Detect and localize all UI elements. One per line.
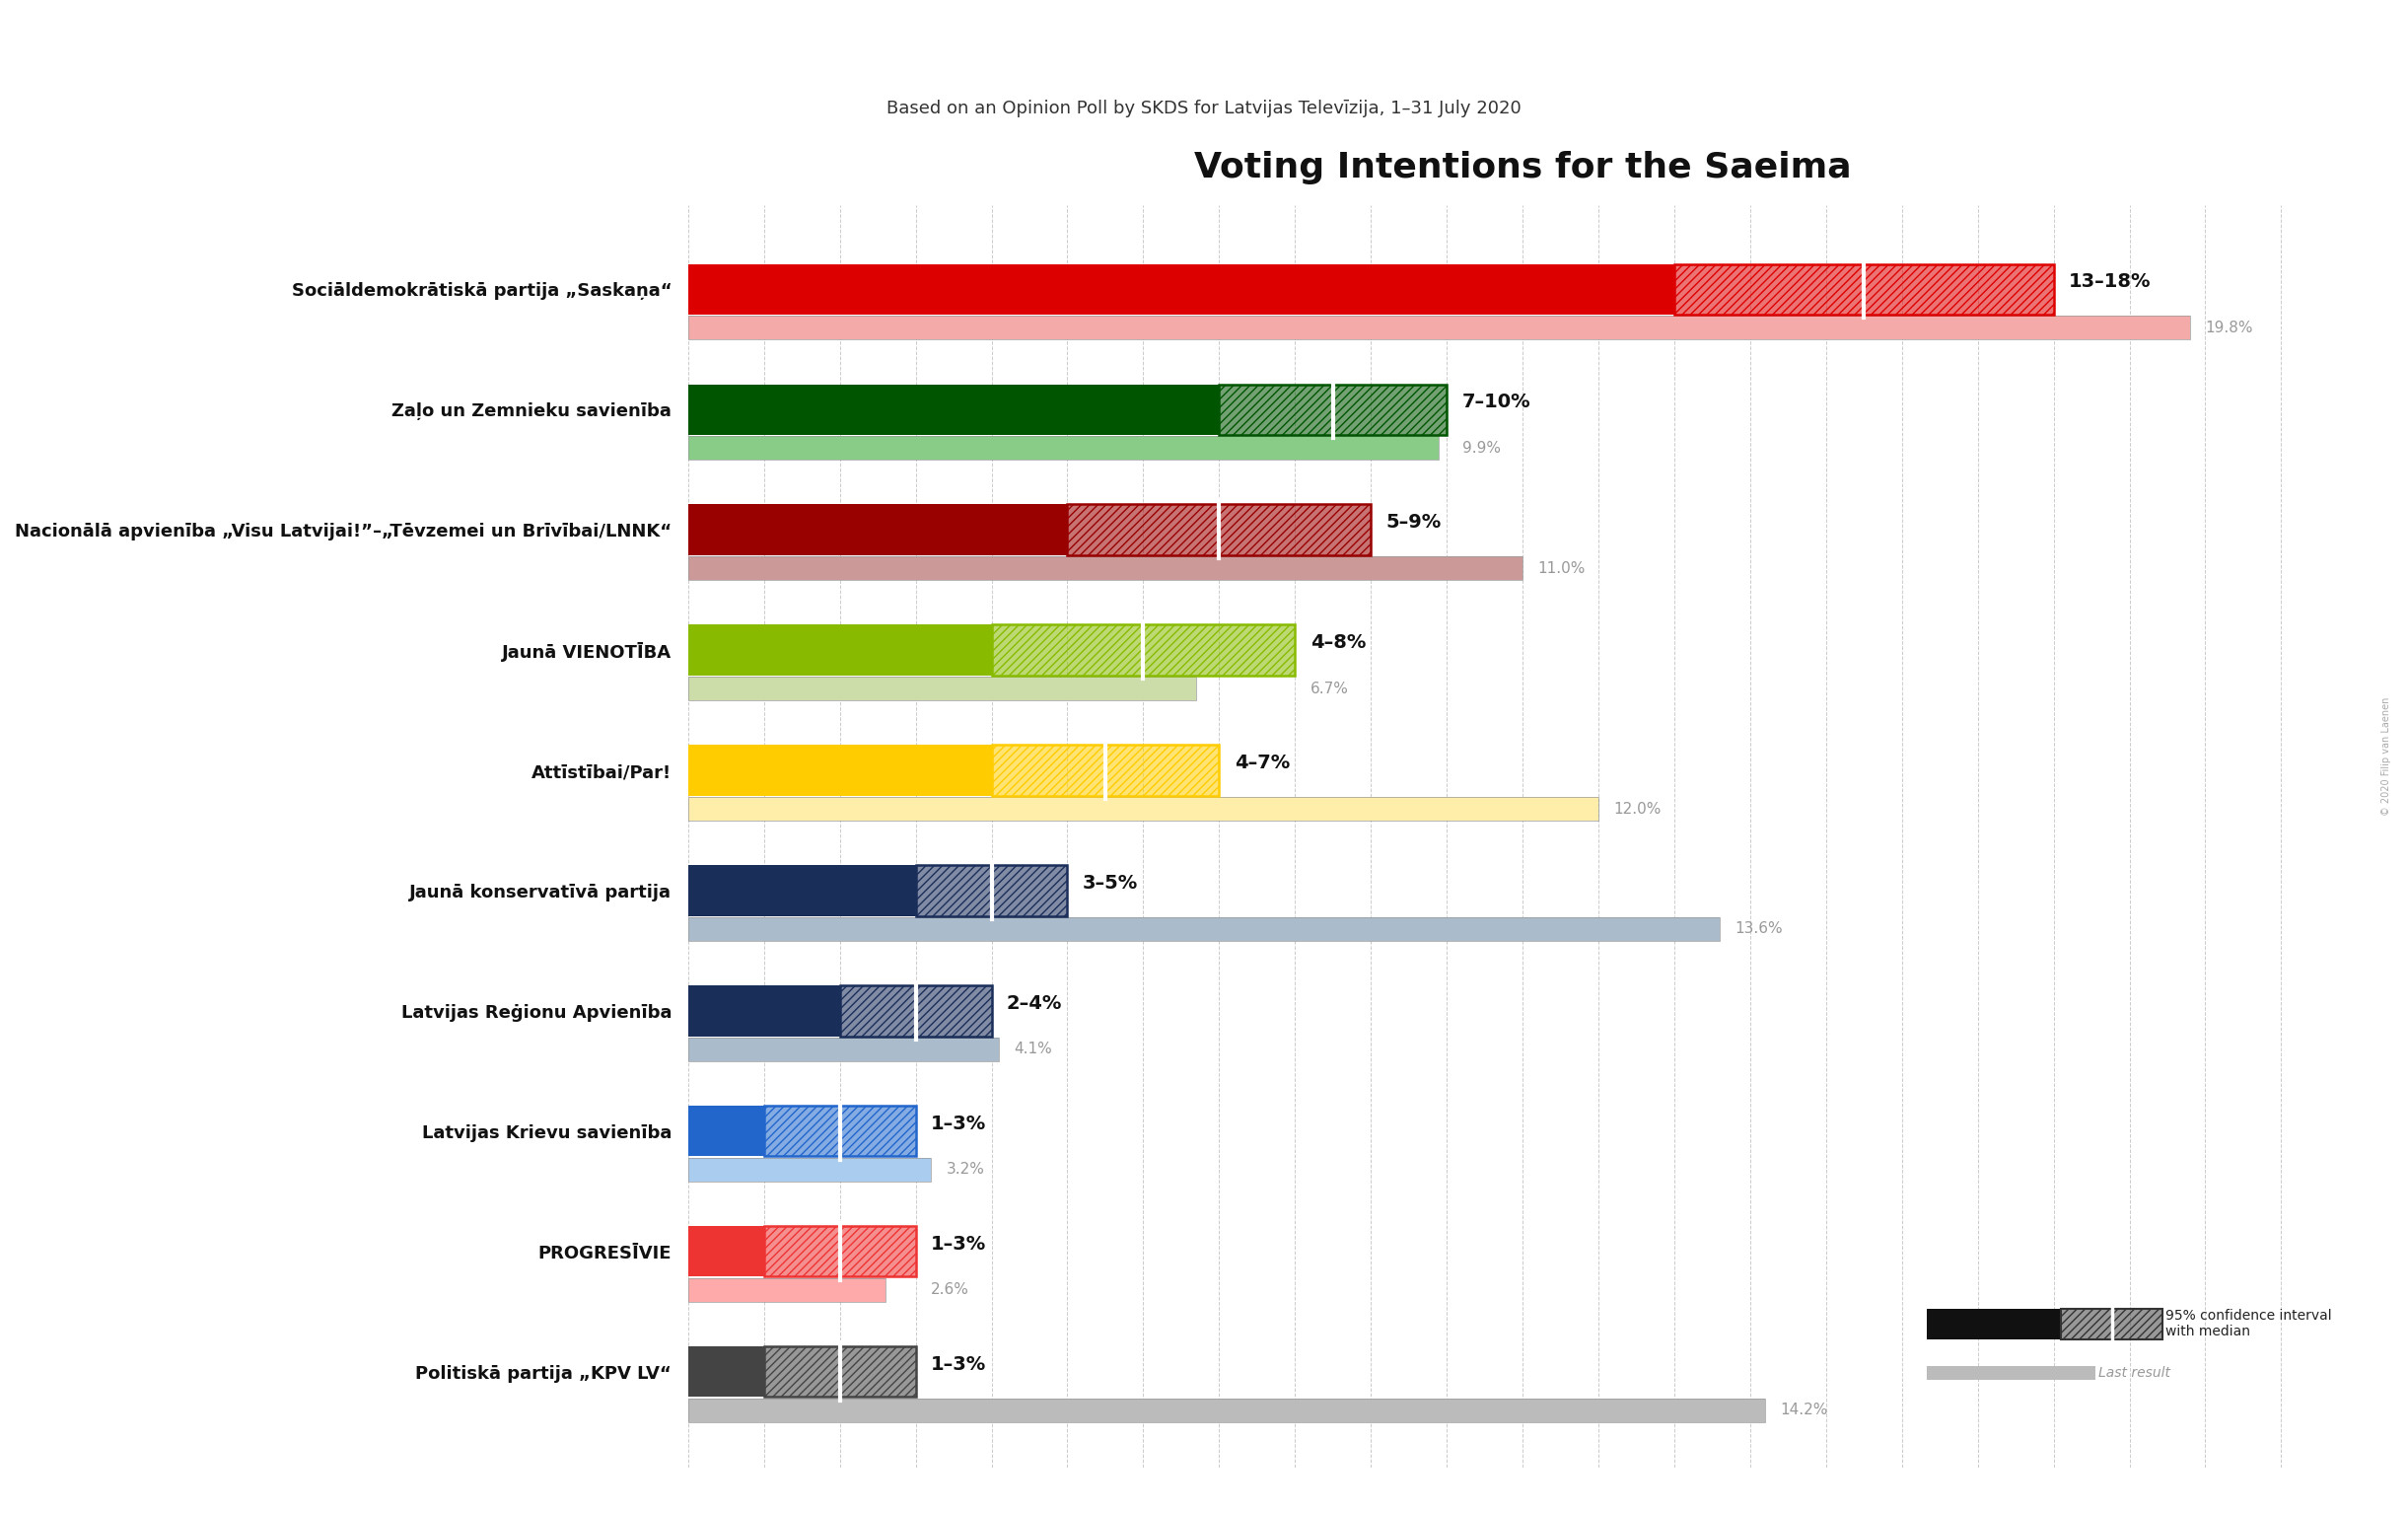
Bar	[992, 744, 1218, 796]
Bar	[689, 436, 1440, 460]
Bar	[1218, 384, 1447, 434]
Bar	[689, 797, 1599, 822]
Bar	[2061, 1309, 2162, 1339]
Text: 2–4%: 2–4%	[1007, 994, 1062, 1014]
Bar	[689, 263, 1674, 315]
Bar	[689, 917, 1719, 941]
Bar	[1674, 263, 2054, 315]
Bar	[763, 1106, 915, 1156]
Text: 7–10%: 7–10%	[1462, 393, 1531, 412]
Bar	[689, 744, 992, 796]
Bar	[840, 985, 992, 1036]
Text: 3.2%: 3.2%	[946, 1162, 985, 1177]
Bar	[1674, 263, 2054, 315]
Bar	[689, 557, 1522, 581]
Text: 5–9%: 5–9%	[1387, 513, 1442, 533]
Text: 1–3%: 1–3%	[932, 1115, 987, 1133]
Bar	[1218, 384, 1447, 434]
Text: 4–8%: 4–8%	[1310, 634, 1365, 652]
Bar	[689, 1398, 1765, 1422]
Bar	[689, 1278, 886, 1303]
Bar	[689, 1226, 763, 1277]
Bar	[992, 744, 1218, 796]
Bar	[689, 1157, 932, 1182]
Text: 13.6%: 13.6%	[1736, 921, 1782, 937]
Text: Last result: Last result	[2097, 1366, 2170, 1380]
Bar	[763, 1347, 915, 1396]
Bar	[689, 1106, 763, 1156]
Bar	[763, 1226, 915, 1277]
Bar	[915, 865, 1067, 915]
Bar	[1218, 384, 1447, 434]
Bar	[992, 625, 1296, 675]
Text: 6.7%: 6.7%	[1310, 681, 1348, 696]
Bar	[915, 865, 1067, 915]
Bar	[1674, 263, 2054, 315]
Bar	[689, 384, 1218, 434]
Text: 13–18%: 13–18%	[2068, 272, 2150, 292]
Text: © 2020 Filip van Laenen: © 2020 Filip van Laenen	[2382, 697, 2391, 816]
Text: 95% confidence interval
with median: 95% confidence interval with median	[2165, 1309, 2331, 1339]
Bar	[1067, 504, 1370, 555]
Bar	[689, 1398, 1765, 1422]
Text: Based on an Opinion Poll by SKDS for Latvijas Televīzija, 1–31 July 2020: Based on an Opinion Poll by SKDS for Lat…	[886, 100, 1522, 118]
Text: 3–5%: 3–5%	[1084, 875, 1139, 893]
Bar	[840, 985, 992, 1036]
Bar	[1926, 1366, 2095, 1380]
Bar	[840, 985, 992, 1036]
Bar	[992, 625, 1296, 675]
Bar	[763, 1226, 915, 1277]
Bar	[689, 316, 2191, 340]
Bar	[689, 557, 1522, 581]
Bar	[2061, 1309, 2162, 1339]
Bar	[992, 744, 1218, 796]
Text: 12.0%: 12.0%	[1613, 802, 1662, 816]
Bar	[689, 865, 915, 915]
Title: Voting Intentions for the Saeima: Voting Intentions for the Saeima	[1194, 151, 1852, 185]
Text: 4.1%: 4.1%	[1014, 1042, 1052, 1056]
Bar	[1067, 504, 1370, 555]
Bar	[689, 1038, 999, 1062]
Bar	[763, 1347, 915, 1396]
Text: 9.9%: 9.9%	[1462, 440, 1500, 455]
Text: 14.2%: 14.2%	[1780, 1403, 1828, 1418]
Bar	[915, 865, 1067, 915]
Bar	[1067, 504, 1370, 555]
Bar	[689, 1347, 763, 1396]
Text: 19.8%: 19.8%	[2206, 321, 2254, 334]
Bar	[1926, 1309, 2061, 1339]
Bar	[689, 436, 1440, 460]
Bar	[689, 1278, 886, 1303]
Bar	[689, 504, 1067, 555]
Text: 1–3%: 1–3%	[932, 1356, 987, 1374]
Bar	[763, 1347, 915, 1396]
Bar	[2061, 1309, 2162, 1339]
Bar	[689, 985, 840, 1036]
Bar	[689, 316, 2191, 340]
Bar	[992, 625, 1296, 675]
Bar	[689, 917, 1719, 941]
Bar	[763, 1226, 915, 1277]
Bar	[689, 1157, 932, 1182]
Bar	[689, 797, 1599, 822]
Text: 4–7%: 4–7%	[1235, 753, 1291, 773]
Bar	[689, 676, 1197, 701]
Bar	[763, 1106, 915, 1156]
Bar	[689, 625, 992, 675]
Bar	[763, 1106, 915, 1156]
Text: 11.0%: 11.0%	[1539, 561, 1584, 575]
Bar	[689, 676, 1197, 701]
Text: 1–3%: 1–3%	[932, 1235, 987, 1254]
Bar	[689, 1038, 999, 1062]
Text: 2.6%: 2.6%	[932, 1283, 968, 1297]
